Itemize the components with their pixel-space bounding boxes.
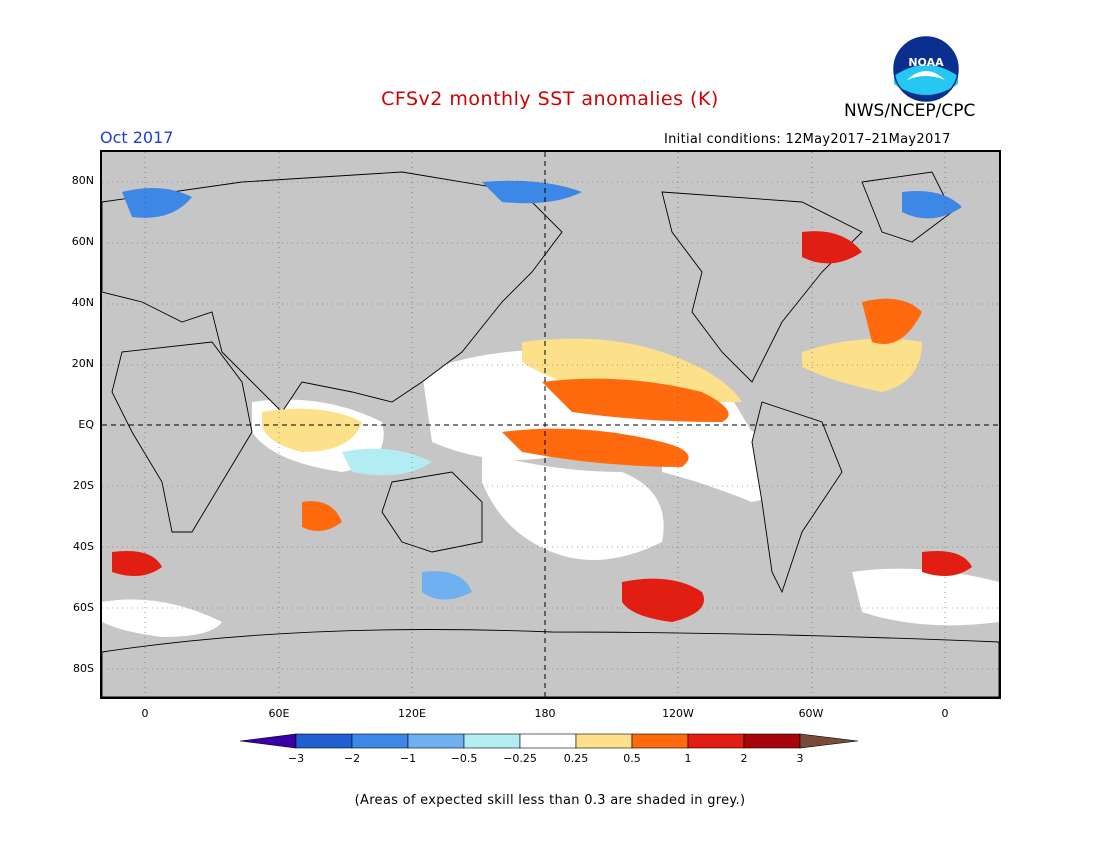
south-america: [751, 401, 843, 594]
australia: [381, 471, 483, 553]
lon-label: 120E: [398, 707, 426, 720]
africa: [111, 341, 253, 533]
colorbar-segment: [519, 733, 577, 749]
lon-label: 0: [141, 707, 149, 720]
skill-note: (Areas of expected skill less than 0.3 a…: [354, 793, 746, 808]
lat-label: 40S: [73, 540, 94, 553]
sst-anomaly-map: [100, 150, 1001, 699]
graticule: [102, 152, 999, 697]
colorbar-label: −3: [287, 752, 305, 765]
lon-label: 180: [534, 707, 556, 720]
colorbar-segment: [687, 733, 745, 749]
lon-label: 120W: [662, 707, 694, 720]
warm-anomaly-regions: [112, 231, 972, 622]
lat-label: 40N: [71, 296, 94, 309]
colorbar-label: −2: [343, 752, 361, 765]
lon-label: 60W: [798, 707, 824, 720]
lat-label: EQ: [78, 418, 94, 431]
lat-label: 60N: [71, 235, 94, 248]
colorbar-label: 0.25: [563, 752, 589, 765]
colorbar-label: 2: [740, 752, 748, 765]
lat-label: 20N: [71, 357, 94, 370]
colorbar-label: −1: [399, 752, 417, 765]
colorbar-segment: [743, 733, 801, 749]
cool-anomaly-regions: [122, 180, 962, 600]
lat-label: 80N: [71, 174, 94, 187]
lat-label: 20S: [73, 479, 94, 492]
logo-text: NOAA: [908, 56, 944, 69]
colorbar-segment: [295, 733, 353, 749]
colorbar-segment: [631, 733, 689, 749]
initial-conditions: Initial conditions: 12May2017–21May2017: [664, 132, 951, 147]
colorbar-label: 0.5: [623, 752, 641, 765]
lat-label: 60S: [73, 601, 94, 614]
valid-month: Oct 2017: [100, 128, 174, 147]
colorbar-segment: [351, 733, 409, 749]
colorbar-label: −0.5: [450, 752, 478, 765]
chart-title: CFSv2 monthly SST anomalies (K): [381, 88, 719, 110]
lon-label: 0: [941, 707, 949, 720]
colorbar: [239, 733, 860, 753]
colorbar-segment: [575, 733, 633, 749]
colorbar-label: 1: [684, 752, 692, 765]
noaa-logo: NOAA: [893, 36, 959, 102]
colorbar-segment: [463, 733, 521, 749]
agency-label: NWS/NCEP/CPC: [844, 101, 976, 121]
colorbar-segment: [239, 733, 297, 749]
lon-label: 60E: [268, 707, 290, 720]
colorbar-label: −0.25: [503, 752, 537, 765]
colorbar-segment: [407, 733, 465, 749]
colorbar-label: 3: [796, 752, 804, 765]
antarctica: [102, 629, 999, 697]
colorbar-segment: [799, 733, 859, 749]
lat-label: 80S: [73, 662, 94, 675]
